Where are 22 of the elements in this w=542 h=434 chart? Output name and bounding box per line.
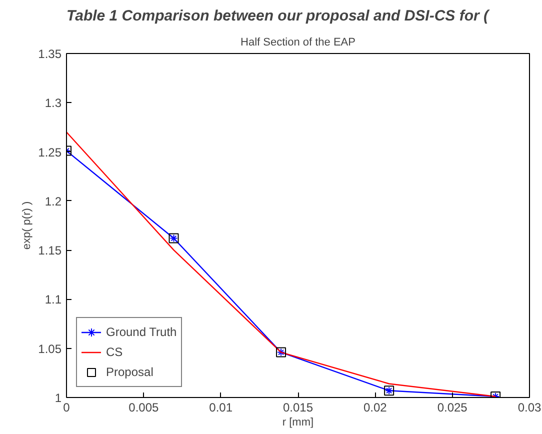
x-tick-label: 0.02 <box>363 400 388 414</box>
y-tick-label: 1.15 <box>38 244 62 258</box>
y-tick-label: 1.3 <box>44 96 62 110</box>
y-tick-label: 1.2 <box>44 194 62 208</box>
x-tick-label: 0.025 <box>437 400 468 414</box>
x-tick-label: 0.015 <box>282 400 314 414</box>
y-tick-label: 1 <box>54 391 62 405</box>
y-axis-title: exp( p(r) ) <box>21 201 34 250</box>
x-tick-label: 0.01 <box>209 400 233 414</box>
chart-title: Half Section of the EAP <box>240 36 356 48</box>
x-axis-title: r [mm] <box>282 416 314 428</box>
legend-label: Ground Truth <box>106 325 177 339</box>
y-tick-label: 1.1 <box>44 292 62 307</box>
legend-label: CS <box>106 345 124 359</box>
legend-label: Proposal <box>106 365 154 379</box>
y-tick-label: 1.25 <box>38 145 62 160</box>
x-tick-label: 0.03 <box>518 400 542 414</box>
y-tick-label: 1.35 <box>38 47 62 61</box>
x-tick-label: 0 <box>63 400 70 414</box>
caption: Table 1 Comparison between our proposal and DSI-CS for ( <box>66 8 490 24</box>
y-tick-label: 1.05 <box>38 342 62 356</box>
x-tick-label: 0.005 <box>128 400 160 414</box>
